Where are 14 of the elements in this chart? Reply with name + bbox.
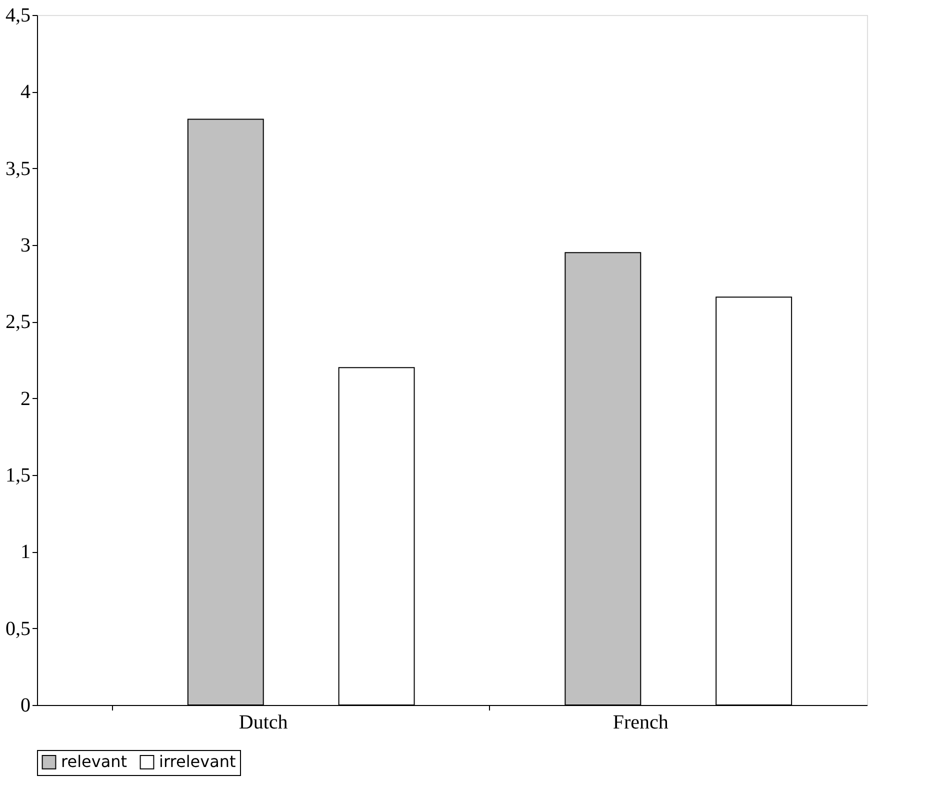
x-tick-label: French xyxy=(612,712,668,734)
legend-label: irrelevant xyxy=(159,752,236,772)
legend-label: relevant xyxy=(61,752,128,772)
y-tick-label: 4,5 xyxy=(6,4,30,26)
y-tick-label: 0 xyxy=(20,694,30,716)
y-tick-label: 1 xyxy=(20,541,30,564)
y-tick-label: 3 xyxy=(20,234,30,256)
y-tick-label: 2 xyxy=(20,388,30,410)
y-tick-label: 2,5 xyxy=(6,311,30,334)
y-tick-label: 4 xyxy=(20,81,30,104)
y-tick-label: 3,5 xyxy=(6,158,30,180)
y-tick-label: 0,5 xyxy=(6,618,30,640)
x-tick-label: Dutch xyxy=(238,712,288,734)
y-tick-label: 1,5 xyxy=(6,464,30,486)
